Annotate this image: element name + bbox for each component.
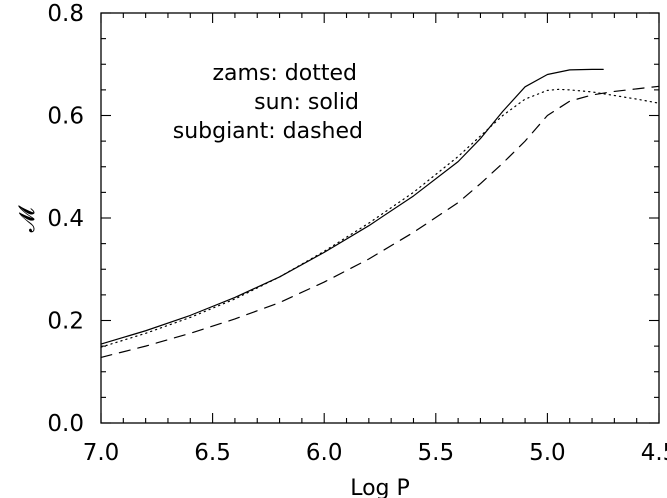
x-tick-label: 5.0 [529,440,566,466]
dotted-series-line [100,88,660,348]
x-tick-label: 6.0 [306,440,343,466]
x-tick-label: 7.0 [83,440,120,466]
solid-series-line [100,68,604,345]
y-tick-label: 0.8 [47,1,84,27]
annotation-subgiant: subgiant: dashed [173,119,363,144]
x-tick-label: 5.5 [418,440,455,466]
dashed-series-line [100,85,660,358]
x-axis-ticks: 7.0 6.5 6.0 5.5 5.0 4.5 [83,13,667,466]
y-axis-label: 𝓜 [15,205,40,232]
y-tick-label: 0.4 [47,206,84,232]
y-tick-label: 0.0 [47,411,84,437]
x-tick-label: 4.5 [641,440,667,466]
y-axis-ticks: 0.0 0.2 0.4 0.6 0.8 [47,1,659,437]
annotation-sun: sun: solid [254,90,359,115]
annotation-zams: zams: dotted [212,61,357,86]
x-tick-label: 6.5 [194,440,231,466]
x-axis-label: Log P [350,476,410,498]
y-tick-label: 0.6 [47,104,84,130]
series-layer [100,68,660,358]
y-tick-label: 0.2 [47,309,84,335]
